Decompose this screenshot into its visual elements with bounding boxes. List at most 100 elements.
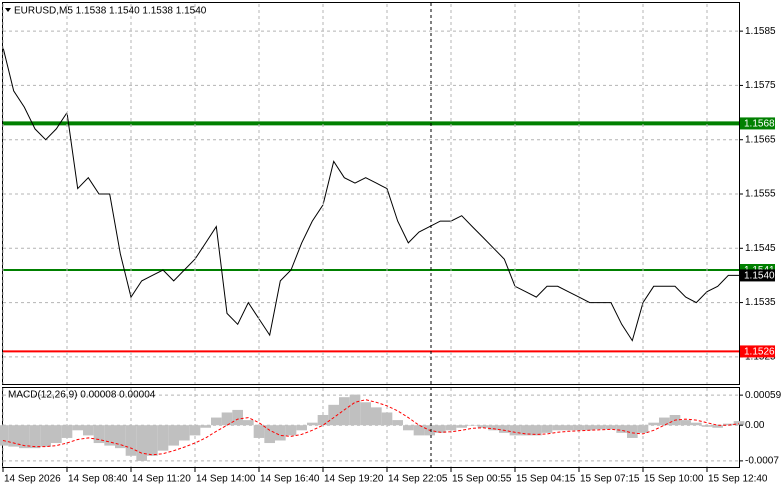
x-tick-label: 15 Sep 12:40	[708, 474, 768, 485]
x-tick-label: 14 Sep 22:05	[388, 474, 448, 485]
macd-bar	[264, 425, 275, 444]
macd-bar	[605, 425, 617, 430]
title-arrow	[5, 8, 11, 12]
price-title: EURUSD,M5 1.1538 1.1540 1.1538 1.1540	[14, 6, 207, 17]
y-tick-label: 1.1565	[745, 134, 776, 145]
macd-title: MACD(12,26,9) 0.00008 0.00004	[8, 390, 156, 401]
macd-bar	[189, 425, 201, 436]
x-tick-label: 15 Sep 10:00	[644, 474, 704, 485]
macd-bar	[115, 425, 126, 449]
macd-bar	[339, 397, 350, 426]
macd-bar	[253, 425, 265, 438]
macd-bar	[552, 425, 563, 431]
y-tick-label: 0.00	[745, 420, 765, 431]
macd-bar	[733, 421, 745, 426]
macd-bar	[275, 425, 286, 441]
macd-bar	[232, 409, 243, 426]
level-label: 1.1526	[744, 347, 775, 358]
macd-bar	[627, 425, 638, 438]
y-tick-label: 0.00059	[745, 390, 781, 401]
macd-bar	[8, 425, 19, 447]
macd-bar	[307, 422, 318, 426]
macd-bar	[456, 425, 467, 428]
x-tick-label: 14 Sep 08:40	[68, 474, 128, 485]
macd-bar	[51, 425, 62, 444]
y-tick-label: 1.1585	[745, 26, 776, 37]
macd-bar	[296, 425, 307, 431]
macd-bar	[648, 422, 659, 426]
macd-bar	[147, 425, 158, 456]
macd-bar	[445, 425, 457, 431]
macd-bar	[488, 425, 499, 431]
plot-layer	[0, 4, 745, 467]
macd-bar	[616, 425, 627, 433]
macd-bar	[157, 425, 169, 451]
macd-bar	[435, 425, 446, 433]
macd-bar	[691, 422, 702, 426]
macd-bar	[637, 425, 649, 433]
macd-bar	[403, 425, 414, 431]
macd-bar	[467, 425, 478, 426]
macd-bar	[541, 425, 553, 433]
macd-bar	[243, 420, 254, 426]
level-label-box	[740, 117, 775, 130]
current-price-label: 1.1540	[744, 271, 775, 282]
macd-bar	[29, 425, 41, 449]
macd-bar	[211, 417, 222, 426]
macd-bar	[563, 425, 574, 431]
macd-bar	[72, 425, 83, 431]
macd-bar	[659, 417, 670, 426]
x-tick-label: 15 Sep 04:15	[516, 474, 576, 485]
macd-bar	[136, 425, 147, 461]
macd-bar	[413, 425, 425, 436]
macd-bar	[61, 425, 73, 438]
macd-bar	[125, 425, 137, 456]
macd-bar	[0, 425, 9, 446]
y-tick-label: 1.1575	[745, 80, 776, 91]
macd-bar	[573, 425, 585, 431]
y-tick-label: 1.1545	[745, 243, 776, 254]
macd-bar	[520, 425, 531, 436]
level-label-box	[740, 345, 775, 358]
macd-bar	[200, 425, 211, 428]
current-price-box	[740, 269, 775, 282]
level-label: 1.1568	[744, 119, 775, 130]
macd-bar	[349, 394, 361, 426]
x-tick-label: 15 Sep 00:55	[452, 474, 512, 485]
macd-bar	[19, 425, 30, 449]
macd-bar	[285, 425, 297, 436]
y-tick-label: 1.1535	[745, 297, 776, 308]
macd-bar	[328, 404, 339, 426]
x-tick-label: 14 Sep 11:20	[132, 474, 191, 485]
macd-bar	[509, 425, 521, 436]
macd-bar	[392, 420, 403, 426]
macd-bar	[584, 425, 595, 431]
macd-bar	[701, 425, 713, 427]
macd-bar	[317, 415, 329, 426]
x-tick-label: 14 Sep 19:20	[324, 474, 384, 485]
x-tick-label: 15 Sep 07:15	[580, 474, 640, 485]
macd-bar	[595, 425, 606, 430]
macd-bar	[371, 407, 382, 426]
x-tick-label: 14 Sep 16:40	[260, 474, 320, 485]
macd-bar	[360, 402, 371, 426]
macd-bar	[168, 425, 179, 446]
macd-bar	[83, 425, 94, 436]
signal-line	[2, 399, 740, 456]
macd-bar	[723, 423, 734, 426]
macd-bar	[40, 425, 51, 447]
macd-bar	[93, 425, 105, 444]
macd-bar	[179, 425, 190, 441]
y-tick-label: -0.0007	[745, 456, 779, 467]
macd-bar	[680, 420, 691, 426]
macd-bar	[531, 425, 542, 436]
x-tick-label: 14 Sep 14:00	[196, 474, 256, 485]
macd-bar	[499, 425, 510, 433]
y-tick-label: 1.1555	[745, 189, 776, 200]
macd-bar	[104, 425, 115, 446]
macd-bar	[381, 412, 393, 426]
macd-bar	[712, 425, 723, 428]
x-tick-label: 14 Sep 2026	[4, 474, 61, 485]
macd-bar	[477, 425, 489, 428]
